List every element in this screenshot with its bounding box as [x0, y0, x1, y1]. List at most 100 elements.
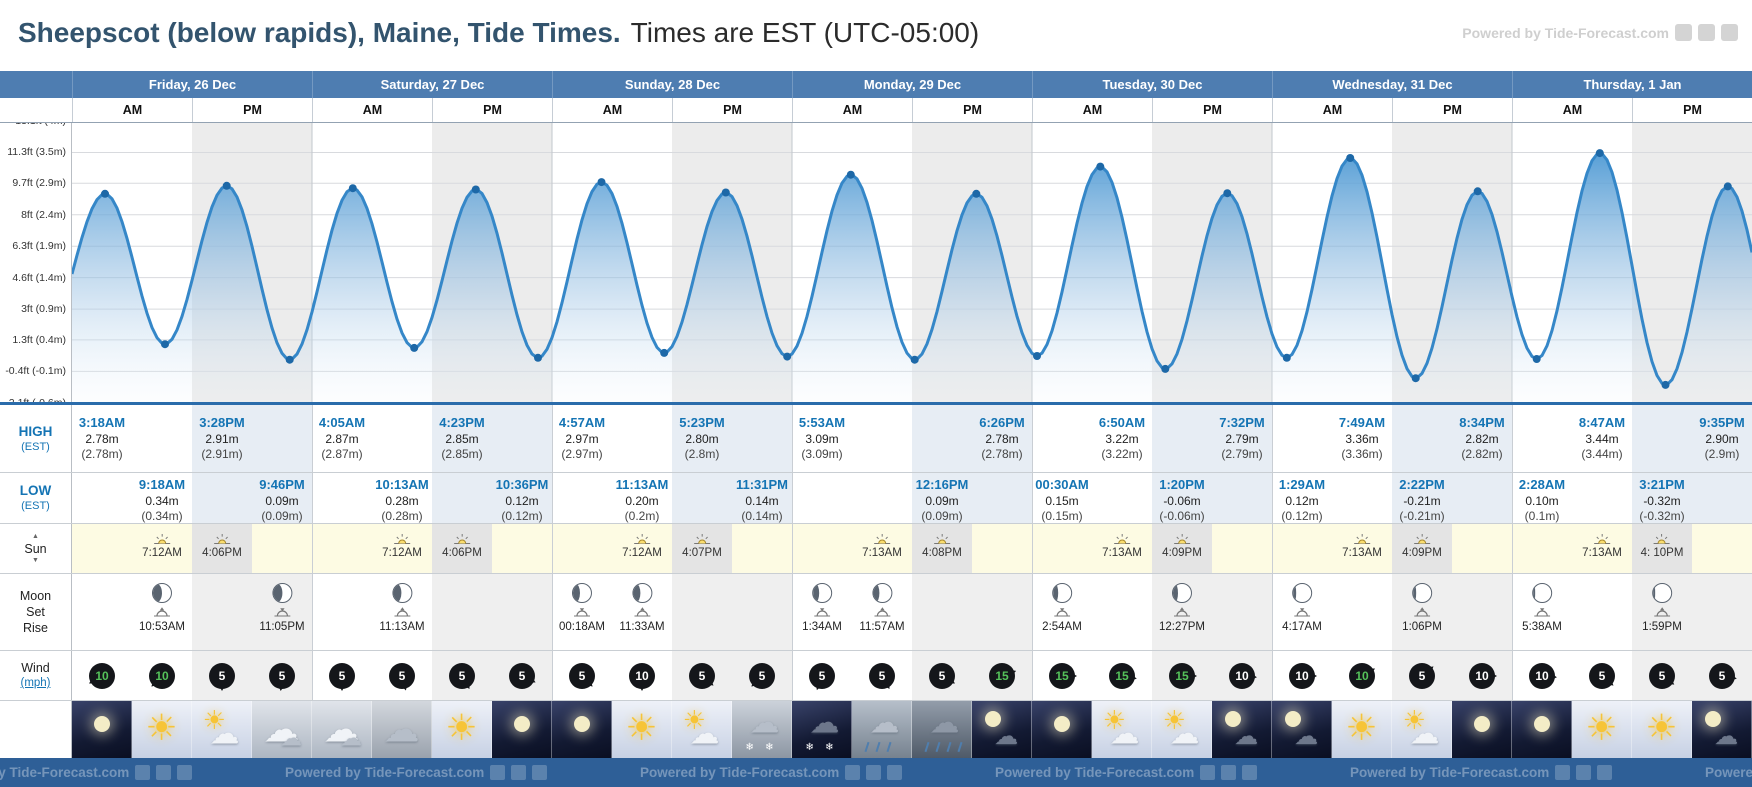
wind-speed: 10: [1235, 668, 1249, 683]
cloud-icon: ☁: [1294, 722, 1319, 751]
tide-height-secondary: (0.15m): [1041, 509, 1083, 523]
y-axis-tick-0: 13.1ft (4m): [15, 123, 66, 127]
moon-rise-time: 12:27PM: [1158, 621, 1206, 633]
wind-speed: 10: [635, 668, 649, 683]
day-separator: [552, 524, 553, 573]
moon-icon: [573, 715, 590, 732]
weather-overcast-tile: ☁: [372, 701, 432, 758]
sun-icon: ☀: [1162, 705, 1187, 736]
y-axis: 13.1ft (4m) 11.3ft (3.5m) 9.7ft (2.9m) 8ft …: [0, 123, 72, 402]
cloud-icon: ☁: [1109, 716, 1140, 752]
high-tide-entry: 5:23PM 2.80m (2.8m): [679, 415, 725, 461]
tide-time: 7:49AM: [1338, 415, 1386, 430]
high-tide-row: HIGH (EST) 3:18AM 2.78m (2.78m) 3:28PM 2.91m…: [0, 405, 1752, 473]
wind-speed: 5: [218, 668, 226, 683]
y-axis-tick-8: -0.4ft (-0.1m): [5, 365, 66, 378]
footer-social-icon: [1221, 765, 1237, 780]
footer-social-icon: [532, 765, 548, 780]
wind-speed: 15: [1175, 668, 1189, 683]
footer-social-icon: [177, 765, 193, 780]
sunset-arrow-icon: ▼: [32, 556, 39, 564]
moon-rise-entry: 11:57AM: [859, 574, 905, 633]
tide-height: 2.91m: [205, 432, 239, 446]
tide-height-secondary: (2.97m): [561, 447, 603, 461]
sunset-icon: [213, 534, 230, 544]
tide-time: 7:32PM: [1219, 415, 1265, 430]
wind-badge: 15: [1169, 662, 1197, 689]
sunrise-entry: 7:13AM: [1342, 524, 1382, 559]
day-separator: [1032, 574, 1033, 650]
pm-shading: [432, 405, 552, 472]
wind-badge: 5: [929, 662, 958, 689]
weather-cloudy-tile: ☁ ☁: [252, 701, 312, 758]
moonrise-icon: [874, 607, 890, 617]
day-separator: [552, 473, 553, 523]
wind-badge: 5: [1409, 662, 1437, 689]
pm-header-cell: PM: [1632, 98, 1752, 122]
tide-time: 3:18AM: [78, 415, 126, 430]
sun-icon: ☀: [1345, 707, 1378, 749]
y-axis-tick-9: -2.1ft (-0.6m): [5, 397, 66, 402]
wind-badge: 5: [689, 662, 717, 689]
tide-height: 0.20m: [625, 494, 659, 508]
wind-speed: 5: [578, 668, 586, 683]
tide-time: 6:26PM: [979, 415, 1025, 430]
low-tide-entry: 11:13AM 0.20m (0.2m): [616, 477, 669, 523]
facebook-icon[interactable]: [1698, 24, 1715, 41]
cloud-icon: ☁: [263, 709, 300, 750]
wind-badge: 5: [1709, 662, 1738, 689]
sunset-time: 4:09PM: [1162, 547, 1202, 559]
moon-phase-icon: [1531, 583, 1552, 603]
low-tide-entry: 10:36PM 0.12m (0.12m): [496, 477, 549, 523]
tide-time: 10:36PM: [495, 477, 549, 492]
wind-row-label: Wind (mph): [0, 651, 72, 700]
low-tide-entry: 3:21PM -0.32m (-0.32m): [1639, 477, 1685, 523]
tide-time: 6:50AM: [1098, 415, 1146, 430]
weather-partly-tile: ☀ ☁: [672, 701, 732, 758]
moon-rise-entry: 11:33AM: [619, 574, 665, 633]
tide-time: 3:21PM: [1639, 477, 1685, 492]
sun-icon: ☀: [145, 707, 178, 749]
tide-height: 0.34m: [145, 494, 179, 508]
sunrise-time: 7:13AM: [1582, 547, 1622, 559]
wind-unit-link[interactable]: (mph): [20, 677, 51, 689]
tide-height: 2.78m: [985, 432, 1019, 446]
weather-sunny-tile: ☀: [432, 701, 492, 758]
twitter-icon[interactable]: [1721, 24, 1738, 41]
footer-social-icon: [866, 765, 882, 780]
sun-icon: ☀: [202, 705, 227, 736]
day-separator: [1032, 524, 1033, 573]
wind-badge: 5: [1649, 662, 1678, 689]
day-separator: [1272, 405, 1273, 472]
moon-icon: [1473, 715, 1490, 732]
pm-header-cell: PM: [432, 98, 552, 122]
tide-height-secondary: (0.09m): [921, 509, 963, 523]
wind-speed: 5: [698, 668, 706, 683]
high-tide-entry: 6:50AM 3.22m (3.22m): [1099, 415, 1145, 461]
weather-night-tile: [552, 701, 612, 758]
weather-night-cloud-tile: ☁: [1692, 701, 1752, 758]
wind-badge: 15: [989, 662, 1018, 689]
sunset-icon: [1413, 534, 1430, 544]
high-tide-entry: 5:53AM 3.09m (3.09m): [799, 415, 845, 461]
moon-set-label: Set: [26, 605, 45, 619]
rain-icon: [935, 741, 941, 753]
footer-social-icon: [135, 765, 151, 780]
wind-speed: 5: [758, 668, 766, 683]
low-tide-entry: 9:46PM 0.09m (0.09m): [259, 477, 305, 523]
moon-rise-entry: 12:27PM: [1159, 574, 1205, 633]
tide-time: 00:30AM: [1035, 477, 1089, 492]
vk-icon[interactable]: [1675, 24, 1692, 41]
y-axis-tick-6: 3ft (0.9m): [21, 303, 66, 316]
moon-set-time: 00:18AM: [558, 621, 606, 633]
day-header-1: Saturday, 27 Dec: [312, 71, 552, 98]
moon-icon: [1225, 711, 1242, 728]
tide-height-secondary: (0.12m): [1281, 509, 1323, 523]
low-est-label: (EST): [21, 500, 50, 512]
wind-speed: 5: [818, 668, 826, 683]
cloud-icon: ☁: [209, 716, 240, 752]
wind-speed: 10: [1295, 668, 1309, 683]
weather-row: ☀ ☀ ☁ ☁ ☁ ☁ ☁ ☁ ☀ ☀ ☀ ☁ ☁ ❄ ❄ ☁ ❄ ❄ ☁ ☁ ☁ ☀ ☁ ☀ ☁ ☁ ☁ ☀ ☀ ☁ ☀ ☀ ☁: [0, 701, 1752, 758]
am-header-cell: AM: [792, 98, 912, 122]
y-axis-tick-4: 6.3ft (1.9m): [12, 240, 66, 253]
